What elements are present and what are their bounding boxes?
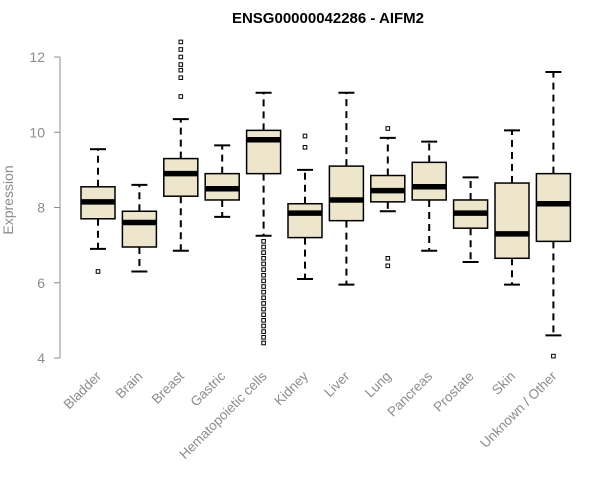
outlier-point [385,126,391,131]
outlier-point [261,335,266,340]
outlier-point [261,267,266,272]
x-tick-label: Bladder [61,368,105,412]
box-gastric [204,144,240,218]
outlier-point [178,39,184,45]
iqr-box [411,161,447,201]
outlier-point [261,295,266,301]
outlier-point [261,312,266,318]
boxes-group [80,39,572,359]
outlier-point [261,301,266,306]
outlier-point [261,289,266,295]
outlier-point [95,269,101,274]
box-liver [328,91,365,286]
box-prostate [452,176,489,264]
outlier-point [178,62,184,67]
outlier-point [261,340,266,346]
outlier-point [178,47,184,52]
box-pancreas [411,140,447,252]
outlier-point [261,244,266,250]
outlier-point [261,278,266,284]
outlier-point [261,284,266,289]
outlier-point [261,272,266,278]
y-tick-label: 6 [37,275,45,291]
outlier-point [302,145,308,150]
box-breast [163,39,199,252]
outlier-point [261,323,266,329]
outlier-point [261,239,266,244]
iqr-box [163,157,199,197]
box-hematopoietic-cells [245,91,282,346]
iqr-box [245,129,282,175]
x-tick-label: Lung [362,369,394,401]
y-tick-label: 8 [37,200,45,216]
box-unknown-other [535,71,572,359]
x-tick-label: Skin [489,369,518,398]
x-tick-label: Pancreas [384,368,435,419]
y-axis: 4 6 8 10 12 [29,49,61,366]
chart-title: ENSG00000042286 - AIFM2 [232,10,424,27]
outlier-point [551,353,556,359]
outlier-point [385,263,391,269]
box-kidney [287,133,323,280]
outlier-point [178,94,184,99]
iqr-box [535,172,572,243]
iqr-box [121,210,158,248]
outlier-point [178,67,184,73]
outlier-point [261,318,266,323]
box-brain [121,183,158,273]
outlier-point [261,261,266,267]
iqr-box [494,182,530,260]
y-tick-label: 4 [37,350,45,366]
outlier-point [385,255,391,261]
x-tick-label: Brain [113,369,146,402]
outlier-point [261,306,266,312]
y-tick-label: 12 [29,49,45,65]
x-tick-label: Liver [321,368,353,400]
iqr-box [287,202,323,239]
x-tick-label: Kidney [271,368,311,408]
outlier-point [302,133,308,139]
x-tick-label: Prostate [431,369,477,415]
outlier-point [261,250,266,255]
x-tick-label: Gastric [187,368,228,409]
outlier-point [178,75,184,80]
outlier-point [261,329,266,334]
y-axis-label: Expression [0,165,16,234]
outlier-point [178,54,184,60]
y-tick-label: 10 [29,124,45,140]
x-tick-label: Breast [149,368,187,406]
box-lung [370,126,406,269]
box-skin [494,129,530,286]
x-tick-label: Unknown / Other [477,368,560,451]
box-bladder [80,148,116,274]
iqr-box [328,165,365,222]
outlier-point [261,255,266,261]
